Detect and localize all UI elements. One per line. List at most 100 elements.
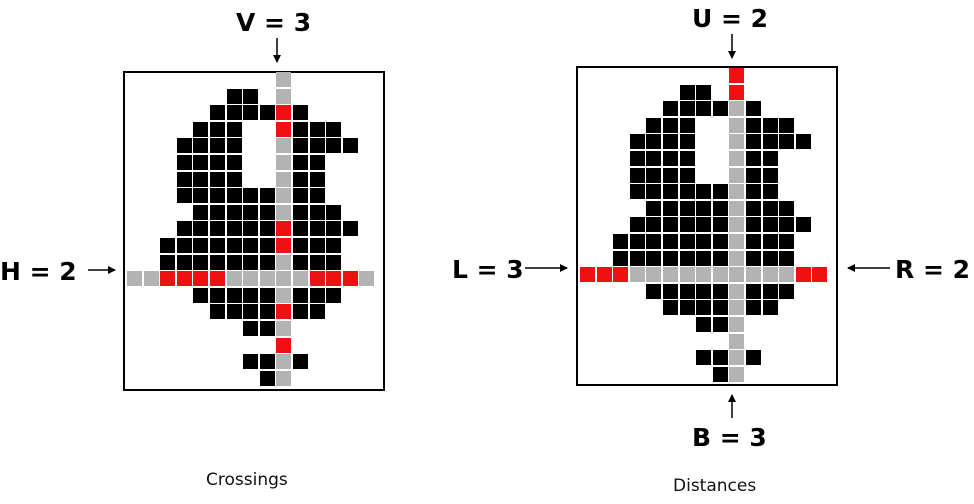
grid-cell: [679, 200, 695, 216]
crossings-caption: Crossings: [206, 470, 288, 490]
grid-cell: [226, 304, 242, 320]
grid-cell: [226, 155, 242, 170]
grid-cell: [176, 155, 192, 170]
grid-cell: [326, 271, 342, 287]
grid-cell: [613, 234, 629, 249]
grid-cell: [729, 101, 745, 117]
grid-cell: [193, 171, 209, 187]
grid-cell: [293, 188, 308, 204]
grid-cell: [762, 184, 778, 200]
grid-cell: [629, 250, 645, 266]
grid-cell: [762, 134, 778, 150]
grid-cell: [762, 234, 778, 249]
grid-cell: [309, 304, 325, 320]
grid-cell: [762, 300, 778, 316]
grid-cell: [309, 188, 325, 204]
grid-cell: [326, 121, 342, 137]
grid-cell: [276, 304, 292, 320]
grid-cell: [293, 204, 308, 220]
grid-cell: [663, 283, 678, 299]
grid-cell: [663, 184, 678, 200]
grid-cell: [729, 217, 745, 233]
grid-cell: [779, 117, 795, 133]
grid-cell: [309, 155, 325, 170]
grid-cell: [243, 271, 259, 287]
grid-cell: [226, 88, 242, 104]
grid-cell: [746, 151, 761, 166]
grid-cell: [293, 287, 308, 303]
grid-cell: [746, 117, 761, 133]
grid-cell: [729, 151, 745, 166]
grid-cell: [779, 200, 795, 216]
grid-cell: [309, 221, 325, 237]
grid-cell: [293, 155, 308, 170]
grid-cell: [746, 250, 761, 266]
grid-cell: [143, 271, 159, 287]
grid-cell: [259, 321, 275, 336]
grid-cell: [762, 167, 778, 183]
grid-cell: [226, 238, 242, 253]
grid-cell: [276, 238, 292, 253]
grid-cell: [226, 271, 242, 287]
grid-cell: [259, 238, 275, 253]
grid-cell: [712, 300, 728, 316]
grid-cell: [646, 117, 662, 133]
grid-cell: [243, 238, 259, 253]
grid-cell: [210, 287, 225, 303]
grid-cell: [160, 238, 176, 253]
grid-cell: [243, 204, 259, 220]
grid-cell: [293, 221, 308, 237]
grid-cell: [127, 271, 142, 287]
grid-cell: [712, 317, 728, 332]
grid-cell: [629, 217, 645, 233]
grid-cell: [243, 254, 259, 270]
grid-cell: [646, 217, 662, 233]
grid-cell: [712, 366, 728, 382]
grid-cell: [696, 350, 712, 366]
grid-cell: [276, 138, 292, 154]
grid-cell: [259, 271, 275, 287]
grid-cell: [696, 283, 712, 299]
distances-frame: [576, 66, 838, 386]
grid-cell: [729, 283, 745, 299]
grid-cell: [243, 105, 259, 121]
grid-cell: [210, 188, 225, 204]
grid-cell: [342, 138, 358, 154]
grid-cell: [210, 221, 225, 237]
grid-cell: [226, 287, 242, 303]
grid-cell: [259, 254, 275, 270]
grid-cell: [176, 238, 192, 253]
grid-cell: [293, 105, 308, 121]
grid-cell: [259, 304, 275, 320]
grid-cell: [309, 138, 325, 154]
grid-cell: [243, 287, 259, 303]
grid-cell: [293, 354, 308, 370]
grid-cell: [613, 250, 629, 266]
grid-cell: [679, 250, 695, 266]
grid-cell: [746, 283, 761, 299]
grid-cell: [293, 138, 308, 154]
grid-cell: [193, 188, 209, 204]
grid-cell: [746, 234, 761, 249]
grid-cell: [210, 304, 225, 320]
grid-cell: [629, 267, 645, 283]
grid-cell: [663, 217, 678, 233]
grid-cell: [326, 238, 342, 253]
distances-caption: Distances: [673, 476, 757, 496]
grid-cell: [293, 271, 308, 287]
grid-cell: [193, 138, 209, 154]
grid-cell: [746, 134, 761, 150]
grid-cell: [276, 171, 292, 187]
grid-cell: [712, 217, 728, 233]
grid-cell: [243, 88, 259, 104]
grid-cell: [259, 204, 275, 220]
b-distance-label: B = 3: [692, 423, 767, 452]
grid-cell: [309, 271, 325, 287]
grid-cell: [210, 138, 225, 154]
grid-cell: [779, 250, 795, 266]
grid-cell: [696, 184, 712, 200]
grid-cell: [629, 167, 645, 183]
grid-cell: [729, 350, 745, 366]
grid-cell: [210, 171, 225, 187]
l-distance-label: L = 3: [452, 255, 524, 284]
